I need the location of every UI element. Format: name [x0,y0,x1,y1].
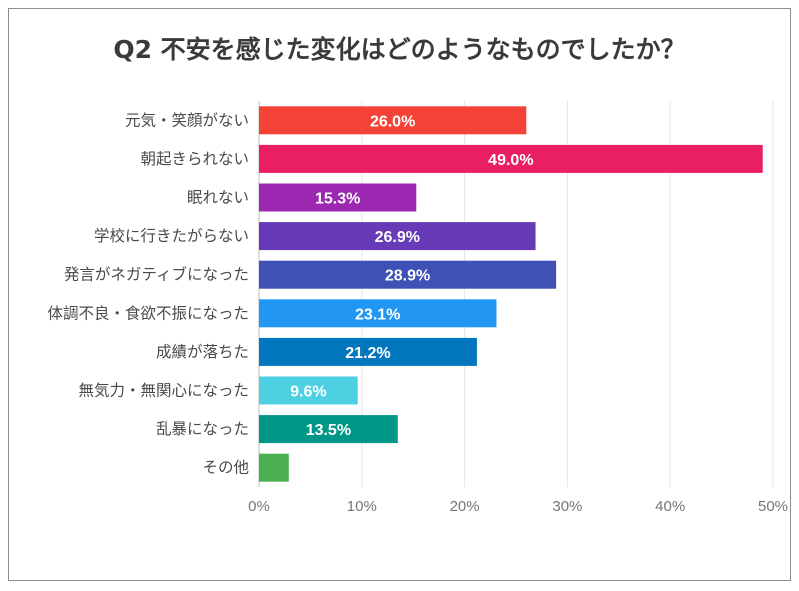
x-tick-label: 30% [552,498,582,515]
chart-frame [8,8,791,581]
x-tick-label: 10% [347,498,377,515]
bar [259,183,417,212]
value-labels: 26.0% 49.0% 15.3% 26.9% 28.9% 23.1% 21.2% 9.6% 1… [290,113,533,439]
data-label: 15.3% [315,191,360,208]
category-label: 成績が落ちた [156,343,249,361]
data-label: 26.0% [370,113,415,130]
category-label: 乱暴になった [156,420,249,438]
x-tick-label: 40% [655,498,685,515]
category-label: 発言がネガティブになった [64,265,249,284]
x-tick-labels: 0% 10% 20% 30% 40% 50% [248,498,788,515]
data-label: 23.1% [355,306,400,323]
bars [259,106,763,482]
chart-title: Q2 不安を感じた変化はどのようなものでしたか？ [113,35,686,64]
category-label: 体調不良・食欲不振になった [47,304,249,322]
bar [259,144,763,173]
bar [259,222,536,251]
x-tick-label: 50% [758,498,788,515]
x-tick-label: 20% [450,498,480,515]
category-label: その他 [202,459,249,477]
bar [259,337,477,366]
data-label: 28.9% [385,268,430,285]
bar [259,453,289,482]
category-label: 元気・笑顔がない [125,111,249,129]
bar [259,376,358,405]
bar [259,106,527,135]
bar [259,260,557,289]
data-label: 13.5% [306,422,351,439]
category-label: 眠れない [187,189,249,207]
bar [259,299,497,328]
data-label: 21.2% [345,345,390,362]
category-labels: 元気・笑顔がない朝起きられない眠れない学校に行きたがらない発言がネガティブになっ… [47,111,249,476]
data-label: 26.9% [375,229,420,246]
category-label: 無気力・無関心になった [78,382,249,400]
x-tick-label: 0% [248,498,270,515]
data-label: 9.6% [290,384,326,401]
category-label: 学校に行きたがらない [94,227,249,245]
category-label: 朝起きられない [140,150,249,168]
data-label: 49.0% [488,152,533,169]
bar [259,415,398,444]
